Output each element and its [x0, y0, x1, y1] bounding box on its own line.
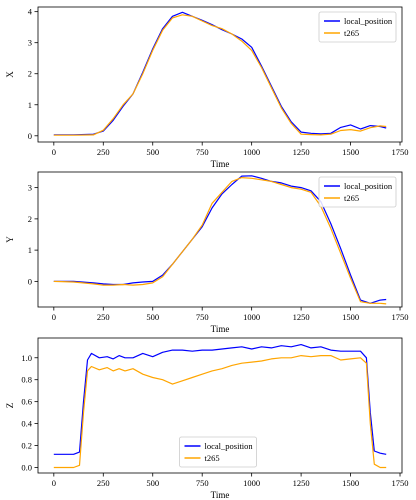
y-tick-label: 0.2 [21, 441, 32, 451]
plot-frame [37, 337, 403, 474]
legend: local_position t265 [318, 11, 397, 43]
y-tick-label: 4 [28, 7, 33, 17]
x-tick-label: 1250 [293, 312, 310, 322]
x-tick-label: 1500 [342, 147, 359, 157]
y-tick-label: 2 [28, 214, 32, 224]
x-axis-label: Time [211, 159, 230, 169]
y-axis-label: X [5, 71, 15, 78]
legend-label: local_position [344, 16, 393, 26]
legend-label: t265 [344, 193, 359, 203]
x-tick-label: 1750 [392, 478, 409, 488]
y-tick-label: 1 [28, 245, 32, 255]
plot-frame [37, 6, 403, 143]
x-tick-label: 1500 [342, 478, 359, 488]
x-tick-label: 1000 [243, 312, 260, 322]
legend-box [318, 11, 397, 43]
y-tick-label: 0 [28, 131, 32, 141]
x-tick-label: 500 [146, 147, 159, 157]
legend: local_position t265 [179, 436, 257, 468]
x-tick-label: 500 [146, 478, 159, 488]
y-tick-label: 0.0 [21, 463, 32, 473]
x-tick-label: 1000 [243, 478, 260, 488]
y-tick-label: 0.8 [21, 375, 32, 385]
chart-panel-1: 0 250 500 750 1000 1250 1500 1750 0 1 2 3 4 Time Xloca… [5, 6, 409, 169]
plot-frame [37, 171, 403, 308]
x-tick-label: 1750 [392, 312, 409, 322]
legend-box [179, 436, 257, 468]
legend-label: local_position [344, 181, 393, 191]
x-tick-label: 250 [97, 147, 110, 157]
x-tick-label: 0 [52, 478, 56, 488]
y-tick-label: 3 [28, 183, 32, 193]
series-line-t265 [53, 355, 387, 469]
x-tick-label: 0 [52, 312, 56, 322]
series-line-local-position [53, 344, 387, 455]
x-tick-label: 1250 [293, 478, 310, 488]
series-line-t265 [53, 177, 387, 305]
legend-label: t265 [344, 28, 359, 38]
y-tick-label: 0 [28, 276, 32, 286]
x-tick-label: 1500 [342, 312, 359, 322]
x-tick-label: 0 [52, 147, 56, 157]
y-tick-label: 1 [28, 100, 32, 110]
x-axis-label: Time [211, 490, 230, 500]
legend-box [318, 176, 397, 208]
y-tick-label: 1.0 [21, 353, 32, 363]
x-tick-label: 750 [196, 478, 209, 488]
y-tick-label: 3 [28, 38, 32, 48]
legend: local_position t265 [318, 176, 397, 208]
y-axis-label: Z [5, 403, 15, 409]
x-tick-label: 1750 [392, 147, 409, 157]
x-tick-label: 750 [196, 147, 209, 157]
y-tick-label: 0.4 [21, 419, 32, 429]
x-tick-label: 1000 [243, 147, 260, 157]
x-tick-label: 500 [146, 312, 159, 322]
y-tick-label: 0.6 [21, 397, 32, 407]
x-tick-label: 250 [97, 312, 110, 322]
series-line-t265 [53, 14, 387, 136]
x-axis-label: Time [211, 324, 230, 334]
x-tick-label: 250 [97, 478, 110, 488]
series-line-local-position [53, 175, 387, 304]
y-tick-label: 2 [28, 69, 32, 79]
x-tick-label: 750 [196, 312, 209, 322]
legend-label: t265 [205, 453, 220, 463]
chart-panel-3: 0 250 500 750 1000 1250 1500 1750 0.0 0.2 0.4 0.6 0.… [5, 337, 409, 500]
y-axis-label: Y [5, 236, 15, 243]
x-tick-label: 1250 [293, 147, 310, 157]
chart-panel-2: 0 250 500 750 1000 1250 1500 1750 0 1 2 3 Time Ylocal… [5, 171, 409, 334]
legend-label: local_position [205, 441, 254, 451]
